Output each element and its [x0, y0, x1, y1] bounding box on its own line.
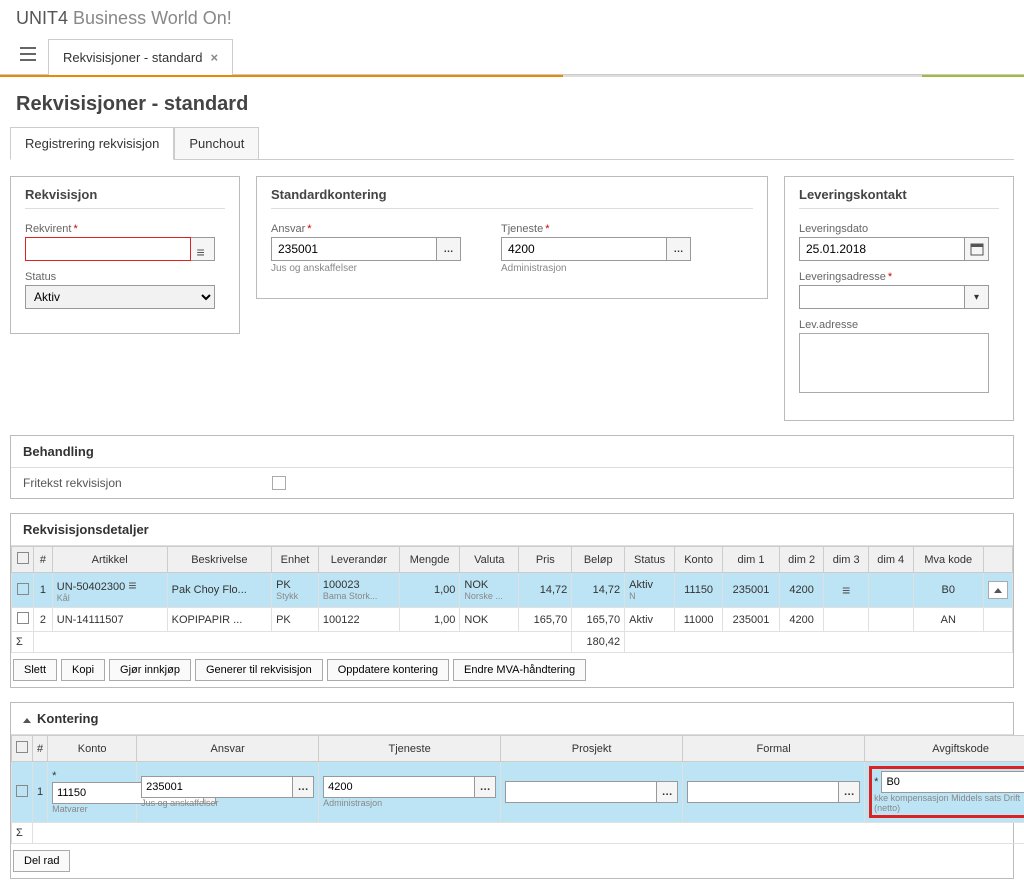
rekvirent-input[interactable] [25, 237, 191, 261]
levering-title: Leveringskontakt [799, 187, 999, 209]
endre-mva-button[interactable]: Endre MVA-håndtering [453, 659, 586, 681]
ansvar-cell-input[interactable] [141, 776, 292, 798]
close-icon[interactable]: × [210, 50, 218, 65]
leveringsadresse-label: Leveringsadresse [799, 271, 999, 283]
calendar-icon[interactable] [965, 237, 989, 261]
rekvirent-lookup-icon[interactable] [191, 237, 215, 261]
main-tab-label: Rekvisisjoner - standard [63, 50, 202, 65]
table-row[interactable]: 2 UN-14111507 KOPIPAPIR ... PK 100122 1,… [12, 608, 1013, 632]
rekvirent-label: Rekvirent [25, 223, 225, 235]
row-checkbox[interactable] [17, 612, 29, 624]
prosjekt-lookup-icon[interactable]: … [656, 781, 678, 803]
oppdatere-button[interactable]: Oppdatere kontering [327, 659, 449, 681]
fritekst-checkbox[interactable] [272, 476, 286, 490]
kontering-title: Kontering [11, 703, 1013, 735]
lookup-icon[interactable] [128, 577, 140, 587]
leveringsadresse-input[interactable] [799, 285, 965, 309]
prosjekt-input[interactable] [505, 781, 656, 803]
sum-row: Σ 100,00 14,72 [12, 823, 1024, 844]
tjeneste-label: Tjeneste [501, 223, 691, 235]
generer-button[interactable]: Generer til rekvisisjon [195, 659, 323, 681]
page-title: Rekvisisjoner - standard [10, 93, 1014, 116]
tjeneste-lookup-icon[interactable]: … [667, 237, 691, 261]
formal-lookup-icon[interactable]: … [838, 781, 860, 803]
leveringsdato-label: Leveringsdato [799, 223, 999, 235]
tjeneste-input[interactable] [501, 237, 667, 261]
behandling-title: Behandling [11, 436, 1013, 468]
sum-row: Σ 180,42 [12, 632, 1013, 653]
levadresse-label: Lev.adresse [799, 319, 999, 331]
formal-input[interactable] [687, 781, 838, 803]
ansvar-lookup-icon[interactable]: … [437, 237, 461, 261]
menu-icon[interactable] [8, 37, 48, 74]
tjeneste-help: Administrasjon [501, 263, 691, 274]
tab-registrering[interactable]: Registrering rekvisisjon [10, 127, 174, 160]
ansvar-label: Ansvar [271, 223, 461, 235]
brand-suffix: Business World On! [73, 8, 232, 28]
app-header: UNIT4 Business World On! [0, 0, 1024, 37]
tjeneste-cell-input[interactable] [323, 776, 474, 798]
rekvisisjon-title: Rekvisisjon [25, 187, 225, 209]
avgiftskode-highlight: * …kke kompensasjon Middels sats Drift (… [869, 766, 1024, 818]
kontering-table: # Konto Ansvar Tjeneste Prosjekt Formal … [11, 735, 1024, 844]
select-all-checkbox[interactable] [17, 552, 29, 564]
rekvisisjon-panel: Rekvisisjon Rekvirent Status Aktiv [10, 176, 240, 334]
tabs-bar: Rekvisisjoner - standard × [0, 37, 1024, 75]
ansvar-help: Jus og anskaffelser [271, 263, 461, 274]
sub-tabs: Registrering rekvisisjon Punchout [10, 126, 1014, 160]
row-checkbox[interactable] [16, 785, 28, 797]
dim3-lookup-icon[interactable] [840, 582, 852, 592]
del-rad-button[interactable]: Del rad [13, 850, 70, 872]
gjor-innkjop-button[interactable]: Gjør innkjøp [109, 659, 191, 681]
main-tab[interactable]: Rekvisisjoner - standard × [48, 39, 233, 75]
select-all-checkbox[interactable] [16, 741, 28, 753]
tjeneste-cell-lookup-icon[interactable]: … [474, 776, 496, 798]
detaljer-title: Rekvisisjonsdetaljer [11, 514, 1013, 546]
behandling-section: Behandling Fritekst rekvisisjon [10, 435, 1014, 499]
standardkontering-panel: Standardkontering Ansvar … Jus og anskaf… [256, 176, 768, 299]
kopi-button[interactable]: Kopi [61, 659, 105, 681]
levadresse-textarea[interactable] [799, 333, 989, 393]
accent-line [0, 75, 1024, 77]
tab-punchout[interactable]: Punchout [174, 127, 259, 160]
standardkontering-title: Standardkontering [271, 187, 753, 209]
detaljer-table: # Artikkel Beskrivelse Enhet Leverandør … [11, 546, 1013, 653]
ansvar-input[interactable] [271, 237, 437, 261]
avgiftskode-input[interactable] [881, 771, 1024, 793]
collapse-icon[interactable] [23, 718, 31, 723]
status-select[interactable]: Aktiv [25, 285, 215, 309]
status-label: Status [25, 271, 225, 283]
kontering-section: Kontering # Konto Ansvar Tjeneste Prosje… [10, 702, 1014, 879]
expand-button[interactable] [988, 581, 1008, 599]
brand-name: UNIT4 [16, 8, 68, 28]
table-row[interactable]: 1 * …Matvarer …Jus og anskaffelser …Admi… [12, 762, 1024, 823]
fritekst-label: Fritekst rekvisisjon [23, 476, 122, 490]
slett-button[interactable]: Slett [13, 659, 57, 681]
levering-panel: Leveringskontakt Leveringsdato Leverings… [784, 176, 1014, 421]
detaljer-section: Rekvisisjonsdetaljer # Artikkel Beskrive… [10, 513, 1014, 688]
row-checkbox[interactable] [17, 583, 29, 595]
leveringsdato-input[interactable] [799, 237, 965, 261]
table-row[interactable]: 1 UN-50402300 Kål Pak Choy Flo... PKStyk… [12, 573, 1013, 608]
ansvar-cell-lookup-icon[interactable]: … [292, 776, 314, 798]
leveringsadresse-dropdown-icon[interactable]: ▾ [965, 285, 989, 309]
